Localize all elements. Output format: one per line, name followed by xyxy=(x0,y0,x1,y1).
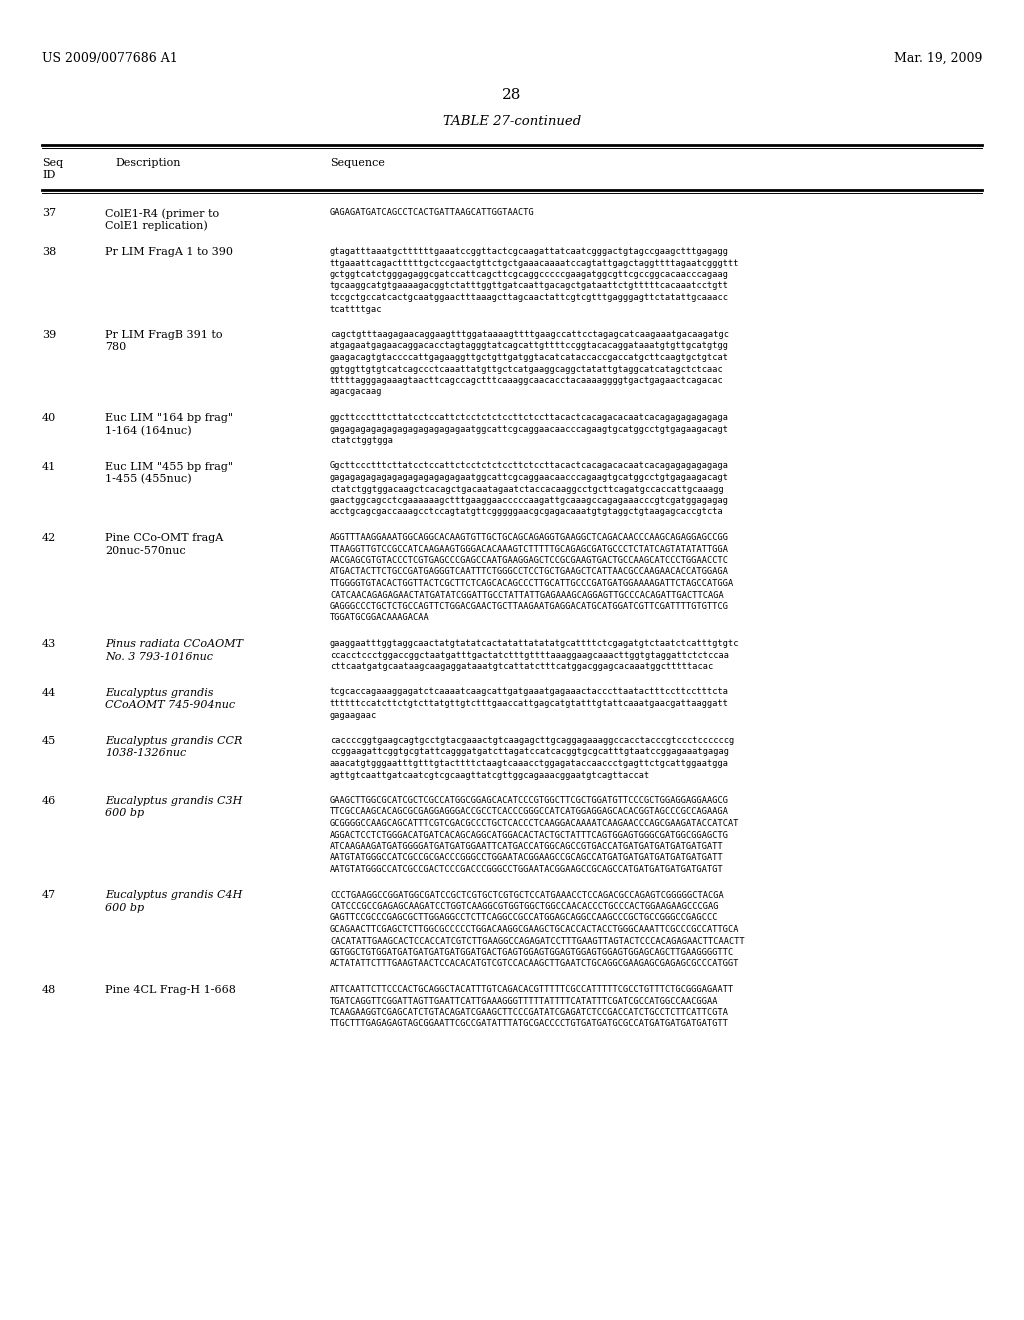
Text: gagaagaac: gagaagaac xyxy=(330,710,377,719)
Text: 40: 40 xyxy=(42,413,56,422)
Text: ColE1 replication): ColE1 replication) xyxy=(105,220,208,231)
Text: CATCCCGCCGAGAGCAAGATCCTGGTCAAGGCGTGGTGGCTGGCCAACACCCTGCCCACTGGAAGAAGCCCGAG: CATCCCGCCGAGAGCAAGATCCTGGTCAAGGCGTGGTGGC… xyxy=(330,902,719,911)
Text: Pinus radiata CCoAOMT: Pinus radiata CCoAOMT xyxy=(105,639,243,649)
Text: AATGTATGGGCCATCGCCGCGACCCGGGCCTGGAATACGGAAGCCGCAGCCATGATGATGATGATGATGATGATT: AATGTATGGGCCATCGCCGCGACCCGGGCCTGGAATACGG… xyxy=(330,854,724,862)
Text: AATGTATGGGCCATCGCCGACTCCCGACCCGGGCCTGGAATACGGAAGCCGCAGCCATGATGATGATGATGATGT: AATGTATGGGCCATCGCCGACTCCCGACCCGGGCCTGGAA… xyxy=(330,865,724,874)
Text: Pine 4CL Frag-H 1-668: Pine 4CL Frag-H 1-668 xyxy=(105,985,236,995)
Text: TTGGGGTGTACACTGGTTACTCGCTTCTCAGCACAGCCCTTGCATTGCCCGATGATGGAAAAGATTCTAGCCATGGA: TTGGGGTGTACACTGGTTACTCGCTTCTCAGCACAGCCCT… xyxy=(330,579,734,587)
Text: Euc LIM "164 bp frag": Euc LIM "164 bp frag" xyxy=(105,413,233,422)
Text: 37: 37 xyxy=(42,209,56,218)
Text: AGGACTCCTCTGGGACATGATCACAGCAGGCATGGACACTACTGCTATTTCAGTGGAGTGGGCGATGGCGGAGCTG: AGGACTCCTCTGGGACATGATCACAGCAGGCATGGACACT… xyxy=(330,830,729,840)
Text: TTGCTTTGAGAGAGTAGCGGAATTCGCCGATATTTATGCGACCCCTGTGATGATGCGCCATGATGATGATGATGTT: TTGCTTTGAGAGAGTAGCGGAATTCGCCGATATTTATGCG… xyxy=(330,1019,729,1028)
Text: ggtggttgtgtcatcagccctcaaattatgttgctcatgaaggcaggctatattgtaggcatcatagctctcaac: ggtggttgtgtcatcagccctcaaattatgttgctcatga… xyxy=(330,364,724,374)
Text: 45: 45 xyxy=(42,737,56,746)
Text: Pine CCo-OMT fragA: Pine CCo-OMT fragA xyxy=(105,533,223,543)
Text: 780: 780 xyxy=(105,342,126,352)
Text: gctggtcatctgggagaggcgatccattcagcttcgcaggcccccgaagatggcgttcgccggcacaacccagaag: gctggtcatctgggagaggcgatccattcagcttcgcagg… xyxy=(330,271,729,279)
Text: AACGAGCGTGTACCCTCGTGAGCCCGAGCCAATGAAGGAGCTCCGCGAAGTGACTGCCAAGCATCCCTGGAACCTC: AACGAGCGTGTACCCTCGTGAGCCCGAGCCAATGAAGGAG… xyxy=(330,556,729,565)
Text: TTAAGGTTGTCCGCCATCAAGAAGTGGGACACAAAGTCTTTTTGCAGAGCGATGCCCTCTATCAGTATATATTGGA: TTAAGGTTGTCCGCCATCAAGAAGTGGGACACAAAGTCTT… xyxy=(330,544,729,553)
Text: cagctgtttaagagaacaggaagtttggataaaagttttgaagccattcctagagcatcaagaaatgacaagatgc: cagctgtttaagagaacaggaagtttggataaaagttttg… xyxy=(330,330,729,339)
Text: Sequence: Sequence xyxy=(330,158,385,168)
Text: Euc LIM "455 bp frag": Euc LIM "455 bp frag" xyxy=(105,462,233,471)
Text: CCCTGAAGGCCGGATGGCGATCCGCTCGTGCTCGTGCTCCATGAAACCTCCAGACGCCAGAGTCGGGGGCTACGA: CCCTGAAGGCCGGATGGCGATCCGCTCGTGCTCGTGCTCC… xyxy=(330,891,724,899)
Text: ttgaaattcagactttttgctccgaactgttctgctgaaacaaaatccagtattgagctaggttttagaatcgggttt: ttgaaattcagactttttgctccgaactgttctgctgaaa… xyxy=(330,259,739,268)
Text: TGATCAGGTTCGGATTAGTTGAATTCATTGAAAGGGTTTTTATTTTCATATTTCGATCGCCATGGCCAACGGAA: TGATCAGGTTCGGATTAGTTGAATTCATTGAAAGGGTTTT… xyxy=(330,997,719,1006)
Text: 1038-1326nuc: 1038-1326nuc xyxy=(105,748,186,759)
Text: gaaggaatttggtaggcaactatgtatatcactatattatatatgcattttctcgagatgtctaatctcatttgtgtc: gaaggaatttggtaggcaactatgtatatcactatattat… xyxy=(330,639,739,648)
Text: ttttttccatcttctgtcttatgttgtctttgaaccattgagcatgtatttgtattcaaatgaacgattaaggatt: ttttttccatcttctgtcttatgttgtctttgaaccattg… xyxy=(330,700,729,708)
Text: Seq: Seq xyxy=(42,158,63,168)
Text: 38: 38 xyxy=(42,247,56,257)
Text: Eucalyptus grandis C3H: Eucalyptus grandis C3H xyxy=(105,796,243,807)
Text: CCoAOMT 745-904nuc: CCoAOMT 745-904nuc xyxy=(105,700,236,710)
Text: GAGAGATGATCAGCCTCACTGATTAAGCATTGGTAACTG: GAGAGATGATCAGCCTCACTGATTAAGCATTGGTAACTG xyxy=(330,209,535,216)
Text: acctgcagcgaccaaagcctccagtatgttcgggggaacgcgagacaaatgtgtaggctgtaagagcaccgtcta: acctgcagcgaccaaagcctccagtatgttcgggggaacg… xyxy=(330,507,724,516)
Text: 44: 44 xyxy=(42,688,56,697)
Text: No. 3 793-1016nuc: No. 3 793-1016nuc xyxy=(105,652,213,661)
Text: 41: 41 xyxy=(42,462,56,471)
Text: US 2009/0077686 A1: US 2009/0077686 A1 xyxy=(42,51,178,65)
Text: tccgctgccatcactgcaatggaactttaaagcttagcaactattcgtcgtttgagggagttctatattgcaaacc: tccgctgccatcactgcaatggaactttaaagcttagcaa… xyxy=(330,293,729,302)
Text: TGGATGCGGACAAAGACAA: TGGATGCGGACAAAGACAA xyxy=(330,614,430,623)
Text: 39: 39 xyxy=(42,330,56,341)
Text: ACTATATTCTTTGAAGTAACTCCACACATGTCGTCCACAAGCTTGAATCTGCAGGCGAAGAGCGAGAGCGCCCATGGT: ACTATATTCTTTGAAGTAACTCCACACATGTCGTCCACAA… xyxy=(330,960,739,969)
Text: TABLE 27-continued: TABLE 27-continued xyxy=(442,115,582,128)
Text: ColE1-R4 (primer to: ColE1-R4 (primer to xyxy=(105,209,219,219)
Text: 43: 43 xyxy=(42,639,56,649)
Text: 1-455 (455nuc): 1-455 (455nuc) xyxy=(105,474,191,484)
Text: ctatctggtggacaagctcacagctgacaatagaatctaccacaaggcctgcttcagatgccaccattgcaaagg: ctatctggtggacaagctcacagctgacaatagaatctac… xyxy=(330,484,724,494)
Text: gtagatttaaatgcttttttgaaatccggttactcgcaagattatcaatcgggactgtagccgaagctttgagagg: gtagatttaaatgcttttttgaaatccggttactcgcaag… xyxy=(330,247,729,256)
Text: tttttagggagaaagtaacttcagccagctttcaaaggcaacacctacaaaaggggtgactgagaactcagacac: tttttagggagaaagtaacttcagccagctttcaaaggca… xyxy=(330,376,724,385)
Text: tcattttgac: tcattttgac xyxy=(330,305,383,314)
Text: Eucalyptus grandis C4H: Eucalyptus grandis C4H xyxy=(105,891,243,900)
Text: gaagacagtgtaccccattgagaaggttgctgttgatggtacatcataccaccgaccatgcttcaagtgctgtcat: gaagacagtgtaccccattgagaaggttgctgttgatggt… xyxy=(330,352,729,362)
Text: 600 bp: 600 bp xyxy=(105,808,144,818)
Text: 20nuc-570nuc: 20nuc-570nuc xyxy=(105,545,185,556)
Text: ctatctggtgga: ctatctggtgga xyxy=(330,436,393,445)
Text: 46: 46 xyxy=(42,796,56,807)
Text: 600 bp: 600 bp xyxy=(105,903,144,913)
Text: ID: ID xyxy=(42,170,55,180)
Text: agttgtcaattgatcaatcgtcgcaagttatcgttggcagaaacggaatgtcagttaccat: agttgtcaattgatcaatcgtcgcaagttatcgttggcag… xyxy=(330,771,650,780)
Text: Ggcttccctttcttatcctccattctcctctctccttctccttacactcacagacacaatcacagagagagagaga: Ggcttccctttcttatcctccattctcctctctccttctc… xyxy=(330,462,729,470)
Text: TTCGCCAAGCACAGCGCGAGGAGGGACCGCCTCACCCGGGCCATCATGGAGGAGCACACGGTAGCCCGCCAGAAGA: TTCGCCAAGCACAGCGCGAGGAGGGACCGCCTCACCCGGG… xyxy=(330,808,729,817)
Text: Eucalyptus grandis CCR: Eucalyptus grandis CCR xyxy=(105,737,243,746)
Text: tcgcaccagaaaggagatctcaaaatcaagcattgatgaaatgagaaactacccttaatactttccttcctttcta: tcgcaccagaaaggagatctcaaaatcaagcattgatgaa… xyxy=(330,688,729,697)
Text: GCGGGGCCAAGCAGCATTTCGTCGACGCCCTGCTCACCCTCAAGGACAAAATCAAGAACCCAGCGAAGATACCATCAT: GCGGGGCCAAGCAGCATTTCGTCGACGCCCTGCTCACCCT… xyxy=(330,818,739,828)
Text: AGGTTTAAGGAAATGGCAGGCACAAGTGTTGCTGCAGCAGAGGTGAAGGCTCAGACAACCCAAGCAGAGGAGCCGG: AGGTTTAAGGAAATGGCAGGCACAAGTGTTGCTGCAGCAG… xyxy=(330,533,729,543)
Text: ATGACTACTTCTGCCGATGAGGGTCAATTTCTGGGCCTCCTGCTGAAGCTCATTAACGCCAAGAACACCATGGAGA: ATGACTACTTCTGCCGATGAGGGTCAATTTCTGGGCCTCC… xyxy=(330,568,729,577)
Text: ATTCAATTCTTCCCACTGCAGGCTACATTTGTCAGACACGTTTTTCGCCATTTTTCGCCTGTTTCTGCGGGAGAATT: ATTCAATTCTTCCCACTGCAGGCTACATTTGTCAGACACG… xyxy=(330,985,734,994)
Text: Mar. 19, 2009: Mar. 19, 2009 xyxy=(894,51,982,65)
Text: CATCAACAGAGAGAACTATGATATCGGATTGCCTATTATTGAGAAAGCAGGAGTTGCCCACAGATTGACTTCAGA: CATCAACAGAGAGAACTATGATATCGGATTGCCTATTATT… xyxy=(330,590,724,599)
Text: Eucalyptus grandis: Eucalyptus grandis xyxy=(105,688,213,697)
Text: 1-164 (164nuc): 1-164 (164nuc) xyxy=(105,425,191,436)
Text: GGTGGCTGTGGATGATGATGATGATGGATGACTGAGTGGAGTGGAGTGGAGTGGAGTGGAGCAGCTTGAAGGGGTTC: GGTGGCTGTGGATGATGATGATGATGGATGACTGAGTGGA… xyxy=(330,948,734,957)
Text: GCAGAACTTCGAGCTCTTGGCGCCCCCTGGACAAGGCGAAGCTGCACCACTACCTGGGCAAATTCGCCCGCCATTGCA: GCAGAACTTCGAGCTCTTGGCGCCCCCTGGACAAGGCGAA… xyxy=(330,925,739,935)
Text: Description: Description xyxy=(115,158,180,168)
Text: 42: 42 xyxy=(42,533,56,543)
Text: CACATATTGAAGCACTCCACCATCGTCTTGAAGGCCAGAGATCCTTTGAAGTTAGTACTCCCACAGAGAACTTCAACTT: CACATATTGAAGCACTCCACCATCGTCTTGAAGGCCAGAG… xyxy=(330,936,744,945)
Text: GAAGCTTGGCGCATCGCTCGCCATGGCGGAGCACATCCCGTGGCTTCGCTGGATGTTCCCGCTGGAGGAGGAAGCG: GAAGCTTGGCGCATCGCTCGCCATGGCGGAGCACATCCCG… xyxy=(330,796,729,805)
Text: gagagagagagagagagagagagagaatggcattcgcaggaacaacccagaagtgcatggcctgtgagaagacagt: gagagagagagagagagagagagagaatggcattcgcagg… xyxy=(330,425,729,433)
Text: agacgacaag: agacgacaag xyxy=(330,388,383,396)
Text: gaactggcagcctcgaaaaaagctttgaaggaacccccaagattgcaaagccagagaaacccgtcgatggagagag: gaactggcagcctcgaaaaaagctttgaaggaacccccaa… xyxy=(330,496,729,506)
Text: Pr LIM FragA 1 to 390: Pr LIM FragA 1 to 390 xyxy=(105,247,233,257)
Text: Pr LIM FragB 391 to: Pr LIM FragB 391 to xyxy=(105,330,222,341)
Text: ccacctccctggaccggctaatgatttgactatctttgttttaaaggaagcaaacttggtgtaggattctctccaa: ccacctccctggaccggctaatgatttgactatctttgtt… xyxy=(330,651,729,660)
Text: atgagaatgagaacaggacacctagtagggtatcagcattgttttccggtacacaggataaatgtgttgcatgtgg: atgagaatgagaacaggacacctagtagggtatcagcatt… xyxy=(330,342,729,351)
Text: ccggaagattcggtgcgtattcagggatgatcttagatccatcacggtgcgcatttgtaatccggagaaatgagag: ccggaagattcggtgcgtattcagggatgatcttagatcc… xyxy=(330,747,729,756)
Text: 47: 47 xyxy=(42,891,56,900)
Text: tgcaaggcatgtgaaaagacggtctatttggttgatcaattgacagctgataattctgtttttcacaaatcctgtt: tgcaaggcatgtgaaaagacggtctatttggttgatcaat… xyxy=(330,281,729,290)
Text: GAGTTCCGCCCGAGCGCTTGGAGGCCTCTTCAGGCCGCCATGGAGCAGGCCAAGCCCGCTGCCGGGCCGAGCCC: GAGTTCCGCCCGAGCGCTTGGAGGCCTCTTCAGGCCGCCA… xyxy=(330,913,719,923)
Text: GAGGGCCCTGCTCTGCCAGTTCTGGACGAACTGCTTAAGAATGAGGACATGCATGGATCGTTCGATTTTGTGTTCG: GAGGGCCCTGCTCTGCCAGTTCTGGACGAACTGCTTAAGA… xyxy=(330,602,729,611)
Text: 28: 28 xyxy=(503,88,521,102)
Text: cttcaatgatgcaataagcaagaggataaatgtcattatctttcatggacggagcacaaatggctttttacac: cttcaatgatgcaataagcaagaggataaatgtcattatc… xyxy=(330,663,714,671)
Text: ggcttccctttcttatcctccattctcctctctccttctccttacactcacagacacaatcacagagagagagaga: ggcttccctttcttatcctccattctcctctctccttctc… xyxy=(330,413,729,422)
Text: ATCAAGAAGATGATGGGGATGATGATGGAATTCATGACCATGGCAGCCGTGACCATGATGATGATGATGATGATT: ATCAAGAAGATGATGGGGATGATGATGGAATTCATGACCA… xyxy=(330,842,724,851)
Text: aaacatgtgggaatttgtttgtacttttctaagtcaaacctggagataccaaccctgagttctgcattggaatgga: aaacatgtgggaatttgtttgtacttttctaagtcaaacc… xyxy=(330,759,729,768)
Text: TCAAGAAGGTCGAGCATCTGTACAGATCGAAGCTTCCCGATATCGAGATCTCCGACCATCTGCCTCTTCATTCGTA: TCAAGAAGGTCGAGCATCTGTACAGATCGAAGCTTCCCGA… xyxy=(330,1008,729,1016)
Text: caccccggtgaagcagtgcctgtacgaaactgtcaagagcttgcaggagaaaggccacctacccgtccctccccccg: caccccggtgaagcagtgcctgtacgaaactgtcaagagc… xyxy=(330,737,734,744)
Text: 48: 48 xyxy=(42,985,56,995)
Text: gagagagagagagagagagagagagaatggcattcgcaggaacaacccagaagtgcatggcctgtgagaagacagt: gagagagagagagagagagagagagaatggcattcgcagg… xyxy=(330,473,729,482)
